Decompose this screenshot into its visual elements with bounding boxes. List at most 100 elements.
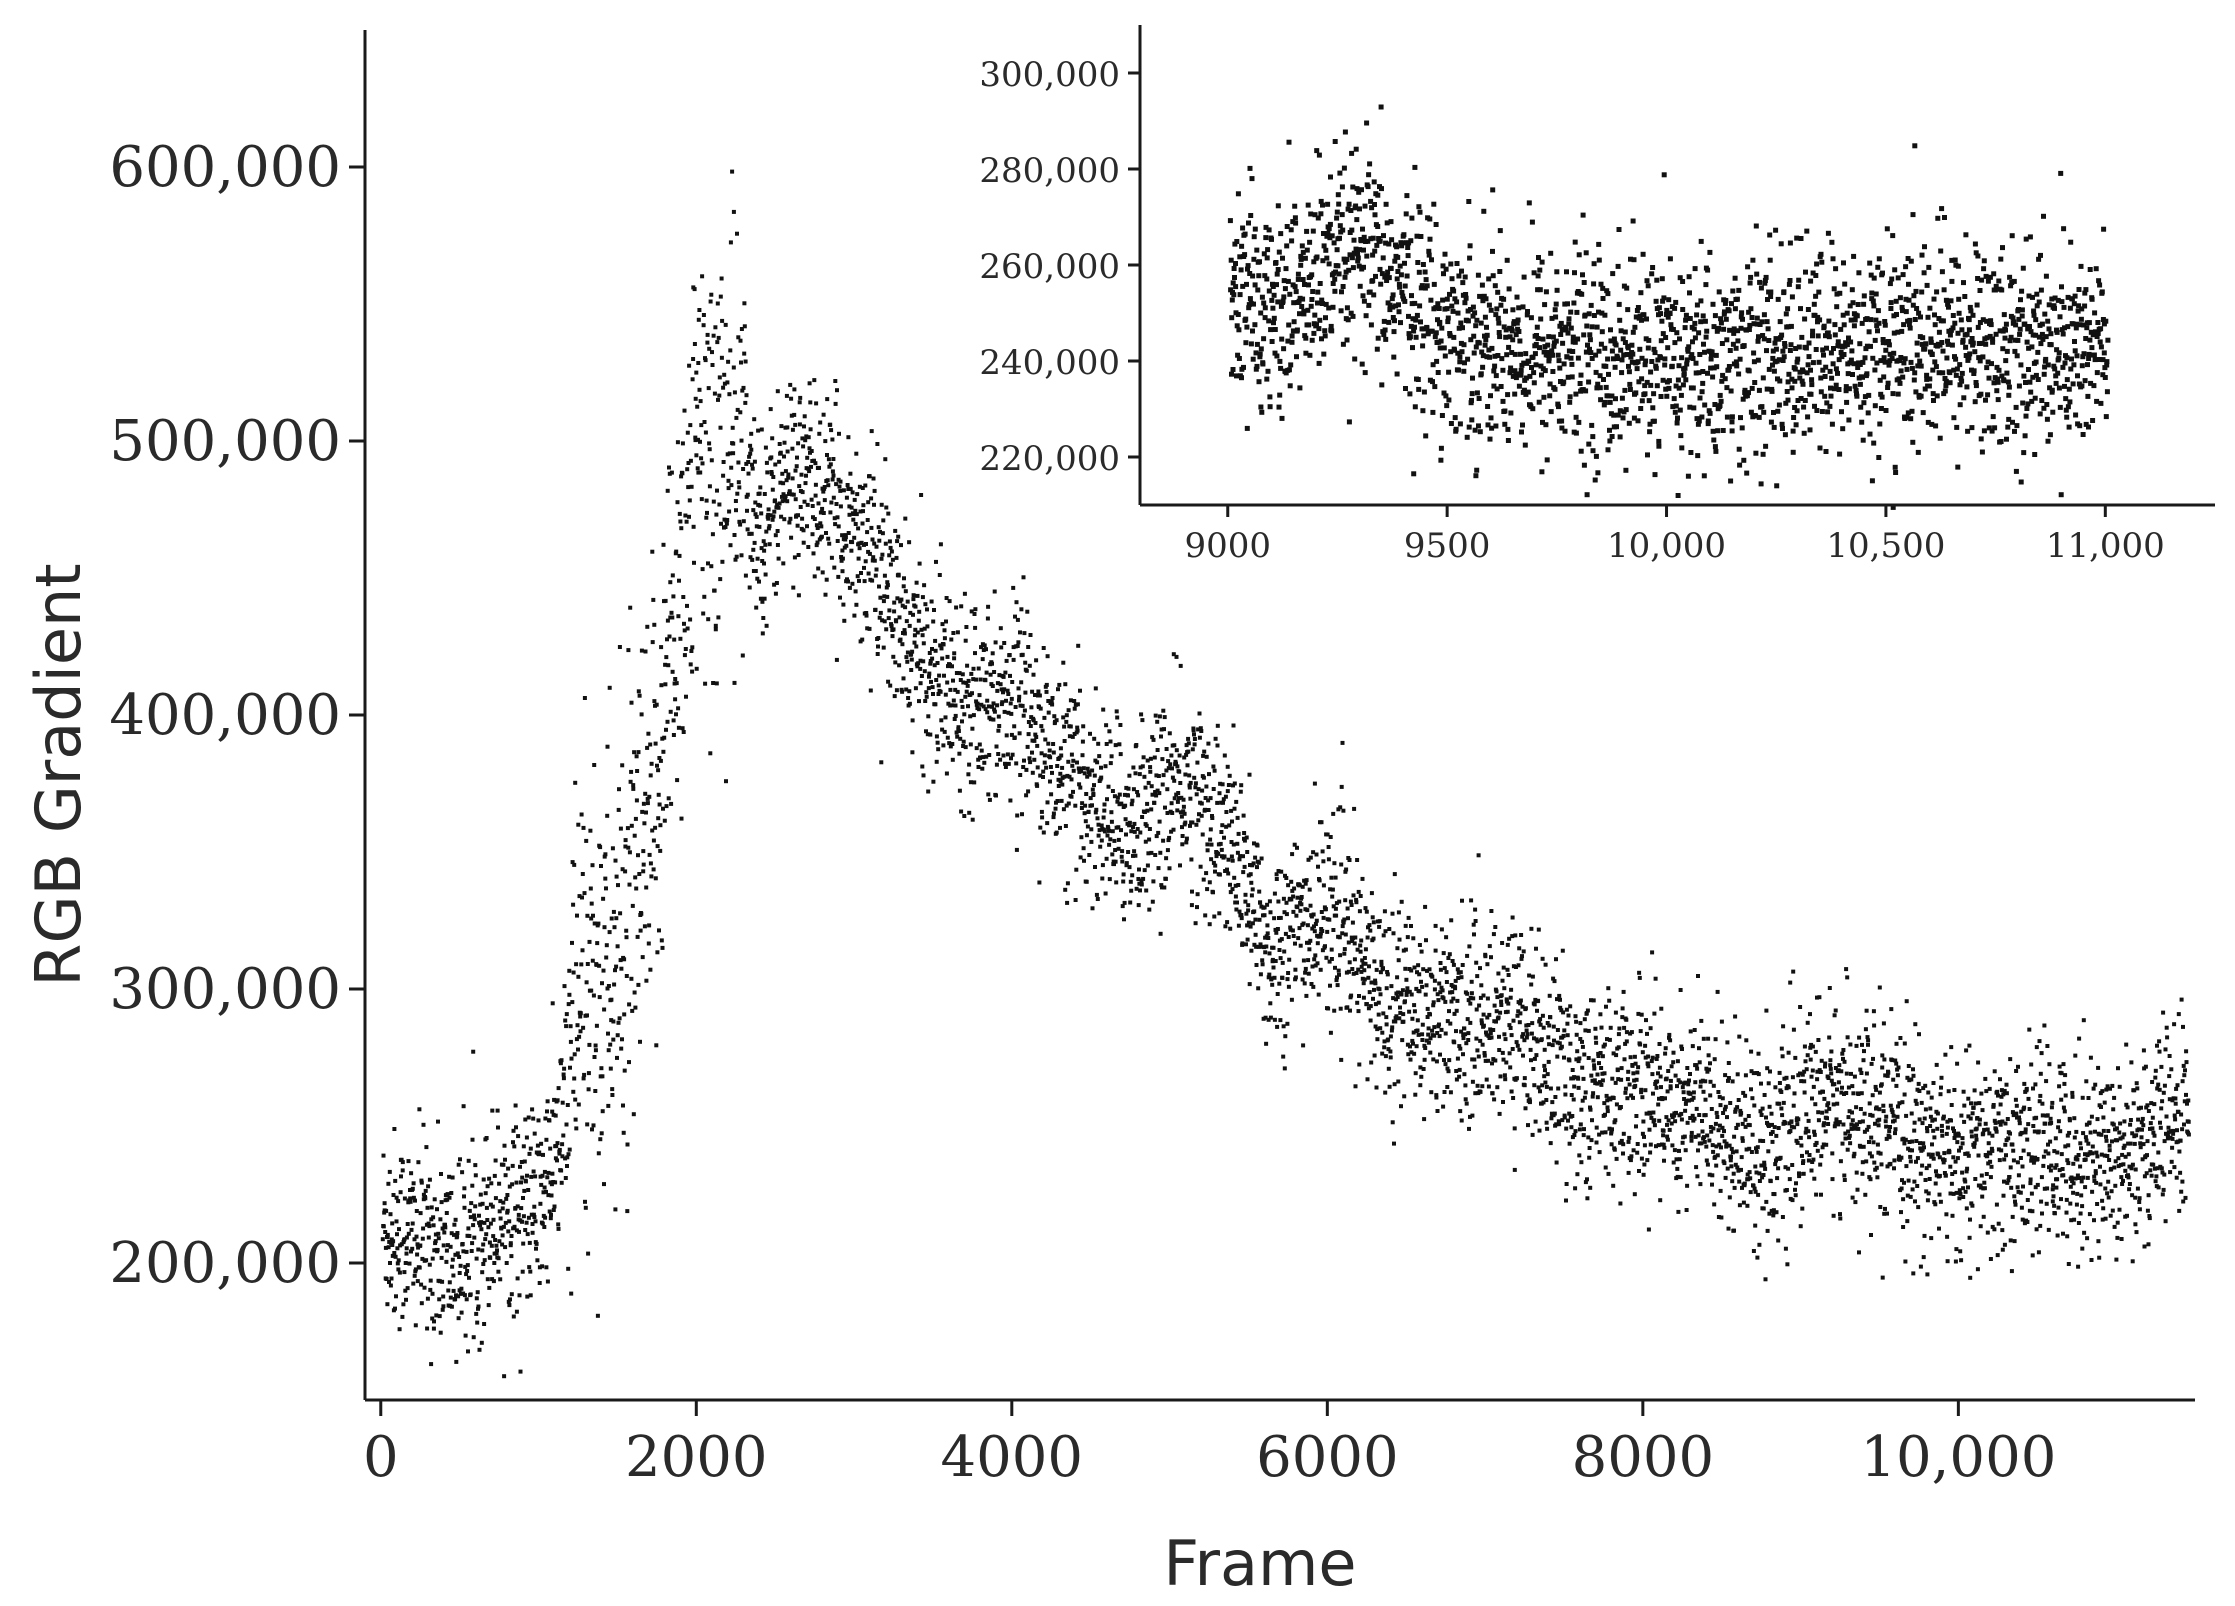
data-point — [582, 696, 587, 700]
data-point — [1372, 1053, 1377, 1058]
data-point — [943, 715, 948, 720]
data-point — [2087, 1120, 2092, 1125]
data-point — [1061, 715, 1066, 720]
data-point — [1864, 1071, 1869, 1076]
data-point — [1959, 1258, 1964, 1263]
data-point — [456, 1316, 461, 1321]
data-point — [1839, 1069, 1844, 1074]
data-point — [1419, 1074, 1424, 1079]
data-point — [1751, 1071, 1756, 1076]
data-point — [389, 1276, 394, 1281]
data-point — [1430, 974, 1435, 979]
data-point — [1595, 1081, 1600, 1086]
data-point — [1971, 1105, 1976, 1110]
data-point — [1518, 1011, 1523, 1016]
data-point — [2097, 1132, 2102, 1137]
data-point — [803, 481, 808, 486]
data-point — [755, 576, 760, 581]
data-point — [1764, 1199, 1769, 1204]
data-point — [995, 703, 1000, 708]
data-point — [1455, 998, 1460, 1003]
data-point — [1406, 1052, 1411, 1057]
data-point — [669, 470, 674, 475]
data-point — [1046, 741, 1051, 746]
data-point — [1942, 1158, 1947, 1163]
data-point — [571, 970, 576, 975]
data-point — [913, 604, 918, 609]
data-point — [1734, 1126, 1739, 1130]
data-point — [1198, 864, 1203, 869]
data-point — [1451, 962, 1456, 967]
data-point — [1569, 1125, 1574, 1130]
data-point — [1028, 760, 1033, 765]
data-point — [1469, 979, 1474, 984]
data-point — [718, 577, 723, 582]
data-point — [970, 691, 974, 696]
data-point — [1149, 784, 1154, 789]
data-point — [471, 1335, 476, 1340]
data-point — [816, 501, 821, 506]
data-point — [1710, 1143, 1715, 1148]
data-point — [1871, 1009, 1876, 1014]
data-point — [1109, 819, 1114, 824]
data-point — [1058, 825, 1062, 830]
data-point — [1145, 758, 1150, 763]
data-point — [1895, 1114, 1900, 1119]
data-point — [608, 1066, 613, 1071]
data-point — [814, 401, 819, 406]
data-point — [1671, 1050, 1676, 1055]
data-point — [830, 469, 835, 474]
data-point — [674, 681, 679, 686]
data-point — [602, 854, 607, 859]
data-point — [2016, 1064, 2020, 1069]
data-point — [812, 574, 817, 579]
data-point — [1190, 747, 1195, 752]
data-point — [1383, 1054, 1388, 1059]
data-point — [1545, 1021, 1550, 1025]
data-point — [890, 557, 895, 562]
data-point — [1150, 792, 1155, 797]
data-point — [523, 1228, 528, 1232]
data-point — [2100, 1217, 2105, 1222]
data-point — [1181, 809, 1186, 814]
data-point — [867, 474, 872, 479]
data-point — [1097, 828, 1102, 833]
data-point — [1718, 1188, 1723, 1193]
data-point — [1810, 1044, 1815, 1049]
data-point — [1343, 898, 1348, 903]
data-point — [980, 657, 985, 662]
data-point — [1406, 915, 1411, 920]
data-point — [641, 849, 646, 854]
data-point — [782, 454, 786, 459]
data-point — [1842, 1178, 1847, 1182]
data-point — [526, 1115, 531, 1120]
data-point — [2004, 1153, 2008, 1158]
data-point — [434, 1313, 439, 1318]
data-point — [545, 1099, 550, 1104]
data-point — [1439, 1027, 1444, 1032]
data-point — [1112, 794, 1117, 799]
data-point — [1578, 1037, 1583, 1041]
data-point — [593, 1043, 598, 1048]
data-point — [910, 649, 915, 654]
data-point — [385, 1235, 390, 1240]
data-point — [1242, 838, 1247, 843]
data-point — [1893, 1127, 1898, 1132]
data-point — [986, 604, 991, 609]
data-point — [747, 531, 752, 536]
data-point — [1616, 1045, 1621, 1050]
data-point — [1213, 869, 1217, 874]
data-point — [1122, 917, 1126, 922]
data-point — [2098, 1164, 2102, 1169]
data-point — [1594, 1040, 1599, 1045]
data-point — [1178, 663, 1183, 668]
data-point — [561, 1133, 566, 1138]
data-point — [930, 647, 934, 651]
data-point — [1605, 1105, 1610, 1110]
data-point — [514, 1125, 518, 1130]
data-point — [1719, 1215, 1724, 1220]
data-point — [1522, 1076, 1527, 1081]
data-point — [1118, 752, 1123, 757]
data-point — [1966, 1096, 1971, 1101]
data-point — [1131, 853, 1135, 858]
